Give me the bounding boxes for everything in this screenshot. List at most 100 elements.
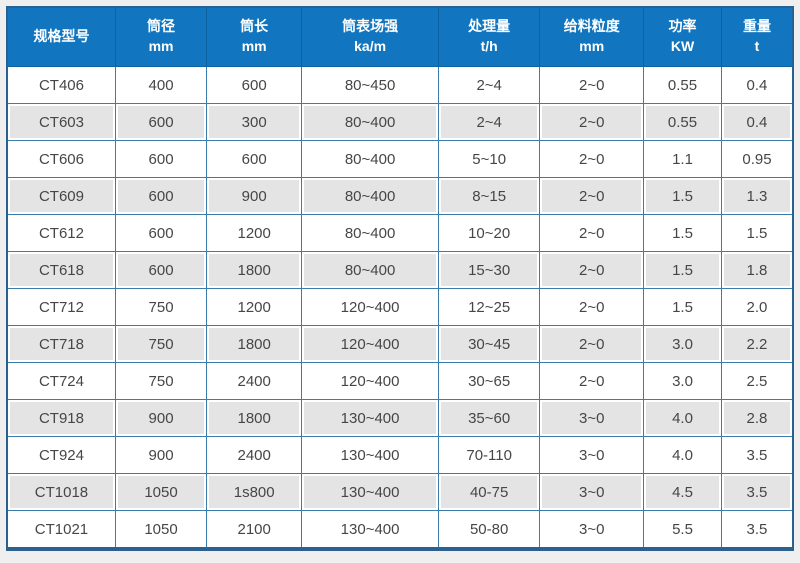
table-cell: 2~4 [437,103,541,141]
header-cell-weight: 重量 t [720,6,794,67]
header-unit: mm [148,38,174,54]
table-cell: 750 [114,325,208,363]
header-label: 筒径 [147,18,176,35]
table-cell: 130~400 [301,473,439,511]
table-cell: 80~400 [301,214,439,252]
header-cell-surface-field: 筒表场强 ka/m [301,6,439,67]
table-cell: 130~400 [301,436,439,474]
table-cell: 0.4 [720,66,794,104]
table-cell: 3~0 [539,510,645,550]
table-body: CT406 400 600 80~450 2~4 2~0 0.55 0.4 CT603 600 30… [6,66,794,550]
header-unit: t/h [480,38,498,54]
table-row: CT712 750 1200 120~400 12~25 2~0 1.5 2.0 [6,288,794,326]
table-cell: CT618 [6,251,116,289]
table-cell: 2~0 [539,103,645,141]
table-row: CT918 900 1800 130~400 35~60 3~0 4.0 2.8 [6,399,794,437]
table-cell: 1.5 [720,214,794,252]
table-cell: 600 [114,140,208,178]
header-unit: t [754,38,760,54]
table-cell: CT712 [6,288,116,326]
table-cell: 2~0 [539,288,645,326]
header-cell-drum-diameter: 筒径 mm [114,6,208,67]
table-cell: 2~4 [437,66,541,104]
header-label: 处理量 [468,18,511,35]
table-cell: 600 [206,140,303,178]
table-cell: 900 [206,177,303,215]
header-cell-feed-size: 给料粒度 mm [539,6,645,67]
header-label: 重量 [742,18,771,35]
table-cell: 120~400 [301,362,439,400]
table-cell: 1050 [114,473,208,511]
table-cell: 1.5 [643,214,722,252]
table-cell: 130~400 [301,399,439,437]
table-cell: 400 [114,66,208,104]
table-cell: CT1021 [6,510,116,550]
table-row: CT612 600 1200 80~400 10~20 2~0 1.5 1.5 [6,214,794,252]
header-unit: mm [579,38,605,54]
table-row: CT609 600 900 80~400 8~15 2~0 1.5 1.3 [6,177,794,215]
table-header-row: 规格型号 筒径 mm 筒长 mm 筒表场强 ka/m 处理量 t/h [6,6,794,67]
header-cell-model: 规格型号 [6,6,116,67]
table-cell: 12~25 [437,288,541,326]
table-cell: 30~45 [437,325,541,363]
table-cell: 1050 [114,510,208,550]
header-label: 给料粒度 [563,18,620,35]
header-label: 筒表场强 [342,18,399,35]
table-cell: 900 [114,436,208,474]
table-cell: 1800 [206,399,303,437]
table-row: CT603 600 300 80~400 2~4 2~0 0.55 0.4 [6,103,794,141]
table-cell: 2~0 [539,177,645,215]
header-label: 筒长 [240,18,269,35]
table-cell: 1.3 [720,177,794,215]
table-row: CT718 750 1800 120~400 30~45 2~0 3.0 2.2 [6,325,794,363]
table-cell: 40-75 [437,473,541,511]
table-cell: 5~10 [437,140,541,178]
table-cell: 3.5 [720,436,794,474]
table-cell: 600 [114,214,208,252]
table-cell: CT612 [6,214,116,252]
header-label: 规格型号 [33,28,90,45]
table-cell: 2.8 [720,399,794,437]
table-cell: 600 [114,103,208,141]
table-cell: 5.5 [643,510,722,550]
table-cell: 80~450 [301,66,439,104]
table-cell: CT924 [6,436,116,474]
header-cell-capacity: 处理量 t/h [437,6,541,67]
table-cell: 1.8 [720,251,794,289]
table-cell: 2~0 [539,66,645,104]
table-row: CT1018 1050 1s800 130~400 40-75 3~0 4.5 3.5 [6,473,794,511]
table-cell: 600 [114,177,208,215]
table-cell: 2400 [206,362,303,400]
table-cell: 3~0 [539,436,645,474]
table-cell: 1.5 [643,288,722,326]
table-cell: 0.55 [643,66,722,104]
table-row: CT924 900 2400 130~400 70-110 3~0 4.0 3.5 [6,436,794,474]
table-cell: 4.0 [643,436,722,474]
table-cell: 750 [114,288,208,326]
table-cell: 1200 [206,214,303,252]
table-cell: 80~400 [301,177,439,215]
table-cell: 2.0 [720,288,794,326]
table-cell: CT918 [6,399,116,437]
header-unit: ka/m [354,38,387,54]
table-cell: 600 [114,251,208,289]
header-label: 功率 [668,18,697,35]
table-cell: 120~400 [301,325,439,363]
table-cell: 2~0 [539,214,645,252]
table-row: CT724 750 2400 120~400 30~65 2~0 3.0 2.5 [6,362,794,400]
table-cell: 8~15 [437,177,541,215]
table-cell: 1800 [206,251,303,289]
table-cell: 0.55 [643,103,722,141]
table-cell: CT406 [6,66,116,104]
table-cell: CT606 [6,140,116,178]
table-row: CT1021 1050 2100 130~400 50-80 3~0 5.5 3.5 [6,510,794,550]
table-cell: 3.5 [720,510,794,550]
table-cell: 3~0 [539,473,645,511]
table-row: CT606 600 600 80~400 5~10 2~0 1.1 0.95 [6,140,794,178]
table-cell: 750 [114,362,208,400]
table-cell: 2~0 [539,362,645,400]
table-cell: 120~400 [301,288,439,326]
table-cell: 2100 [206,510,303,550]
table-cell: 4.0 [643,399,722,437]
